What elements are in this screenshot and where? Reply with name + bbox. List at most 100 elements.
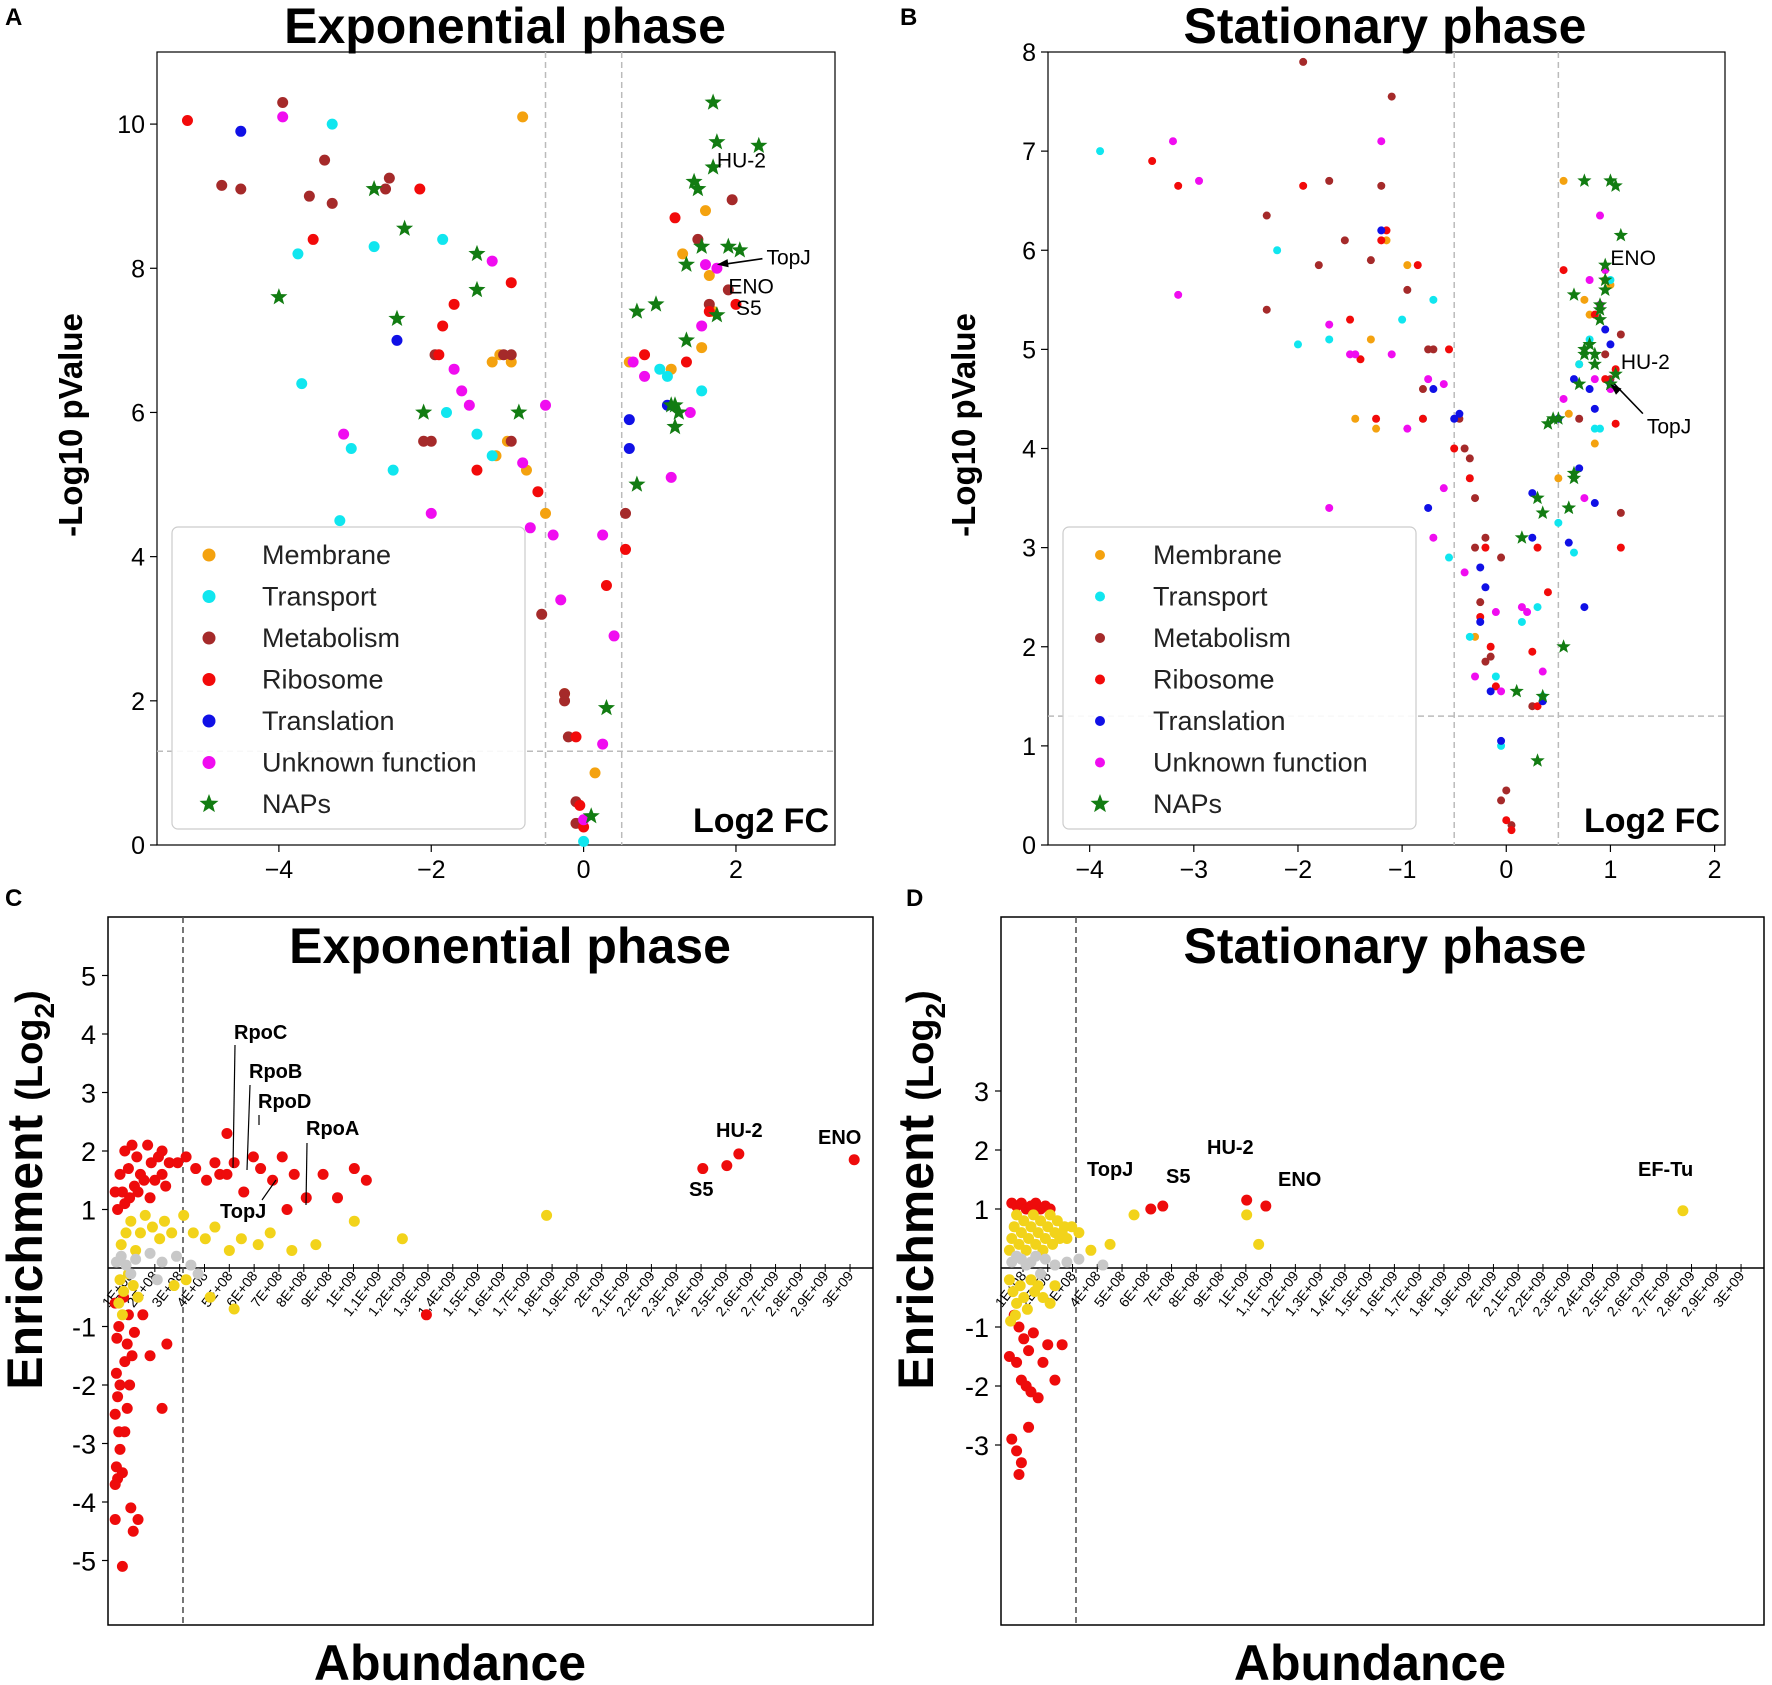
panel-b-point-transport [1429, 295, 1438, 304]
panel-b-point-translation [1429, 385, 1438, 394]
panel-b-point-ribosome [1528, 647, 1537, 656]
panel-b-point-translation [1424, 503, 1433, 512]
panel-b-point-unknown-function [1325, 503, 1334, 512]
panel-a-point-unknown-function [524, 522, 536, 534]
panel-b-point-membrane [1366, 335, 1375, 344]
panel-c-point-yellow [166, 1227, 178, 1239]
panel-c-point-gray [115, 1250, 127, 1262]
panel-a-point-naps [647, 295, 665, 312]
panel-b-point-translation [1497, 736, 1506, 745]
panel-a-point-naps [670, 403, 688, 420]
panel-a-point-unknown-function [517, 457, 529, 469]
panel-c-point-gray [151, 1274, 163, 1286]
panel-a-point-unknown-function [547, 529, 559, 541]
panel-a-point-naps [677, 331, 695, 348]
panel-a-legend-marker-transport [202, 590, 216, 603]
panel-c-annotation-rpob: RpoB [249, 1061, 302, 1083]
panel-c-point-yellow [114, 1274, 126, 1286]
panel-d-point-red [1011, 1445, 1023, 1457]
panel-a-point-transport [368, 241, 380, 253]
panel-b-point-metabolism [1460, 444, 1469, 453]
panel-b-legend-label-unknown-function: Unknown function [1153, 748, 1368, 778]
panel-b-point-naps [1603, 376, 1618, 391]
panel-c-leader-topj [261, 1179, 277, 1201]
panel-b-point-translation [1486, 687, 1495, 696]
panel-b-title: Stationary phase [1184, 0, 1587, 54]
panel-c-point-yellow [158, 1215, 170, 1227]
panel-d-point-yellow [1020, 1244, 1032, 1256]
panel-c-point-red [332, 1192, 343, 1204]
panel-b-point-translation [1450, 414, 1459, 423]
panel-b-point-membrane [1403, 261, 1412, 270]
panel-a-point-ribosome [471, 464, 483, 476]
panel-b-point-metabolism [1429, 345, 1438, 354]
panel-b-ytick-label: 6 [1022, 237, 1036, 265]
panel-c-annotation-eno: ENO [818, 1127, 861, 1149]
panel-b-point-unknown-function [1497, 687, 1506, 696]
panel-b-point-unknown-function [1424, 375, 1433, 384]
panel-a-point-membrane [677, 248, 689, 260]
panel-b-arrowhead-topj [1610, 384, 1622, 395]
panel-c-point-yellow [180, 1274, 192, 1286]
panel-d-xlabel: Abundance [1234, 1635, 1506, 1685]
panel-c-annotation-s5: S5 [689, 1179, 713, 1201]
panel-b-legend-marker-translation [1095, 716, 1105, 726]
panel-a-ytick-label: 8 [131, 255, 145, 283]
panel-b-legend-marker-transport [1095, 591, 1105, 602]
panel-a-point-naps [662, 396, 680, 413]
panel-b-point-metabolism [1486, 652, 1495, 661]
panel-d-annotation-s5: S5 [1166, 1166, 1190, 1188]
panel-d-ytick-label: -1 [965, 1313, 989, 1343]
panel-d-ylabel: Enrichment (Log2) [888, 990, 951, 1390]
panel-a-legend-marker-translation [202, 714, 216, 728]
panel-b-xtick-label: −4 [1075, 856, 1104, 884]
panel-b-point-unknown-function [1403, 424, 1412, 433]
panel-c-point-red [228, 1157, 240, 1169]
panel-c-point-red [116, 1560, 128, 1572]
panel-b-point-transport [1293, 340, 1302, 349]
panel-b-point-ribosome [1502, 816, 1511, 825]
panel-a-point-naps [677, 255, 695, 272]
panel-a-point-transport [334, 515, 346, 527]
panel-a-point-naps [719, 237, 737, 254]
panel-b-point-metabolism [1502, 786, 1511, 795]
panel-a-point-metabolism [536, 608, 548, 620]
panel-c-point-red [360, 1174, 372, 1186]
panel-a-legend-label-translation: Translation [262, 706, 395, 736]
panel-b-point-transport [1575, 360, 1584, 369]
panel-a-point-ribosome [730, 298, 742, 310]
panel-c-ytick-label: 3 [81, 1079, 96, 1109]
panel-b-point-ribosome [1444, 345, 1453, 354]
panel-a-point-naps [693, 237, 711, 254]
panel-b-point-unknown-function [1523, 608, 1532, 617]
panel-a-point-unknown-function [627, 356, 639, 368]
panel-d-annotation-topj: TopJ [1087, 1159, 1133, 1181]
panel-a-point-naps [666, 417, 684, 435]
panel-c-point-yellow [252, 1239, 264, 1251]
panel-b-legend-label-transport: Transport [1153, 582, 1268, 612]
panel-a-point-metabolism [559, 688, 571, 700]
panel-c-point-red [113, 1321, 125, 1332]
panel-a-ytick-label: 2 [131, 688, 145, 716]
panel-c: C -5-4-3-2-1123451E+082E+083E+084E+085E+… [0, 885, 874, 1685]
panel-b-point-naps [1608, 178, 1623, 192]
panel-a-point-metabolism [505, 435, 517, 447]
panel-a-point-unknown-function [684, 406, 696, 418]
panel-c-point-yellow [118, 1285, 130, 1297]
panel-b-point-metabolism [1481, 657, 1490, 666]
panel-b-legend-label-translation: Translation [1153, 706, 1286, 736]
panel-c-point-red [114, 1379, 126, 1391]
panel-b-point-unknown-function [1325, 320, 1334, 329]
panel-a-xtick-label: 0 [577, 856, 591, 884]
panel-b-annotation-topj: TopJ [1647, 416, 1691, 439]
panel-c-point-yellow [127, 1280, 139, 1292]
panel-c-point-red [848, 1154, 860, 1166]
panel-a-point-naps [704, 158, 722, 175]
panel-c-point-yellow [134, 1227, 146, 1239]
panel-c-point-yellow [113, 1297, 125, 1309]
panel-b-point-ribosome [1611, 419, 1620, 428]
panel-a-point-transport [440, 406, 452, 418]
panel-b-annotation-hu-2: HU-2 [1621, 351, 1670, 374]
panel-b-point-metabolism [1575, 414, 1584, 423]
panel-b-point-metabolism [1377, 181, 1386, 190]
